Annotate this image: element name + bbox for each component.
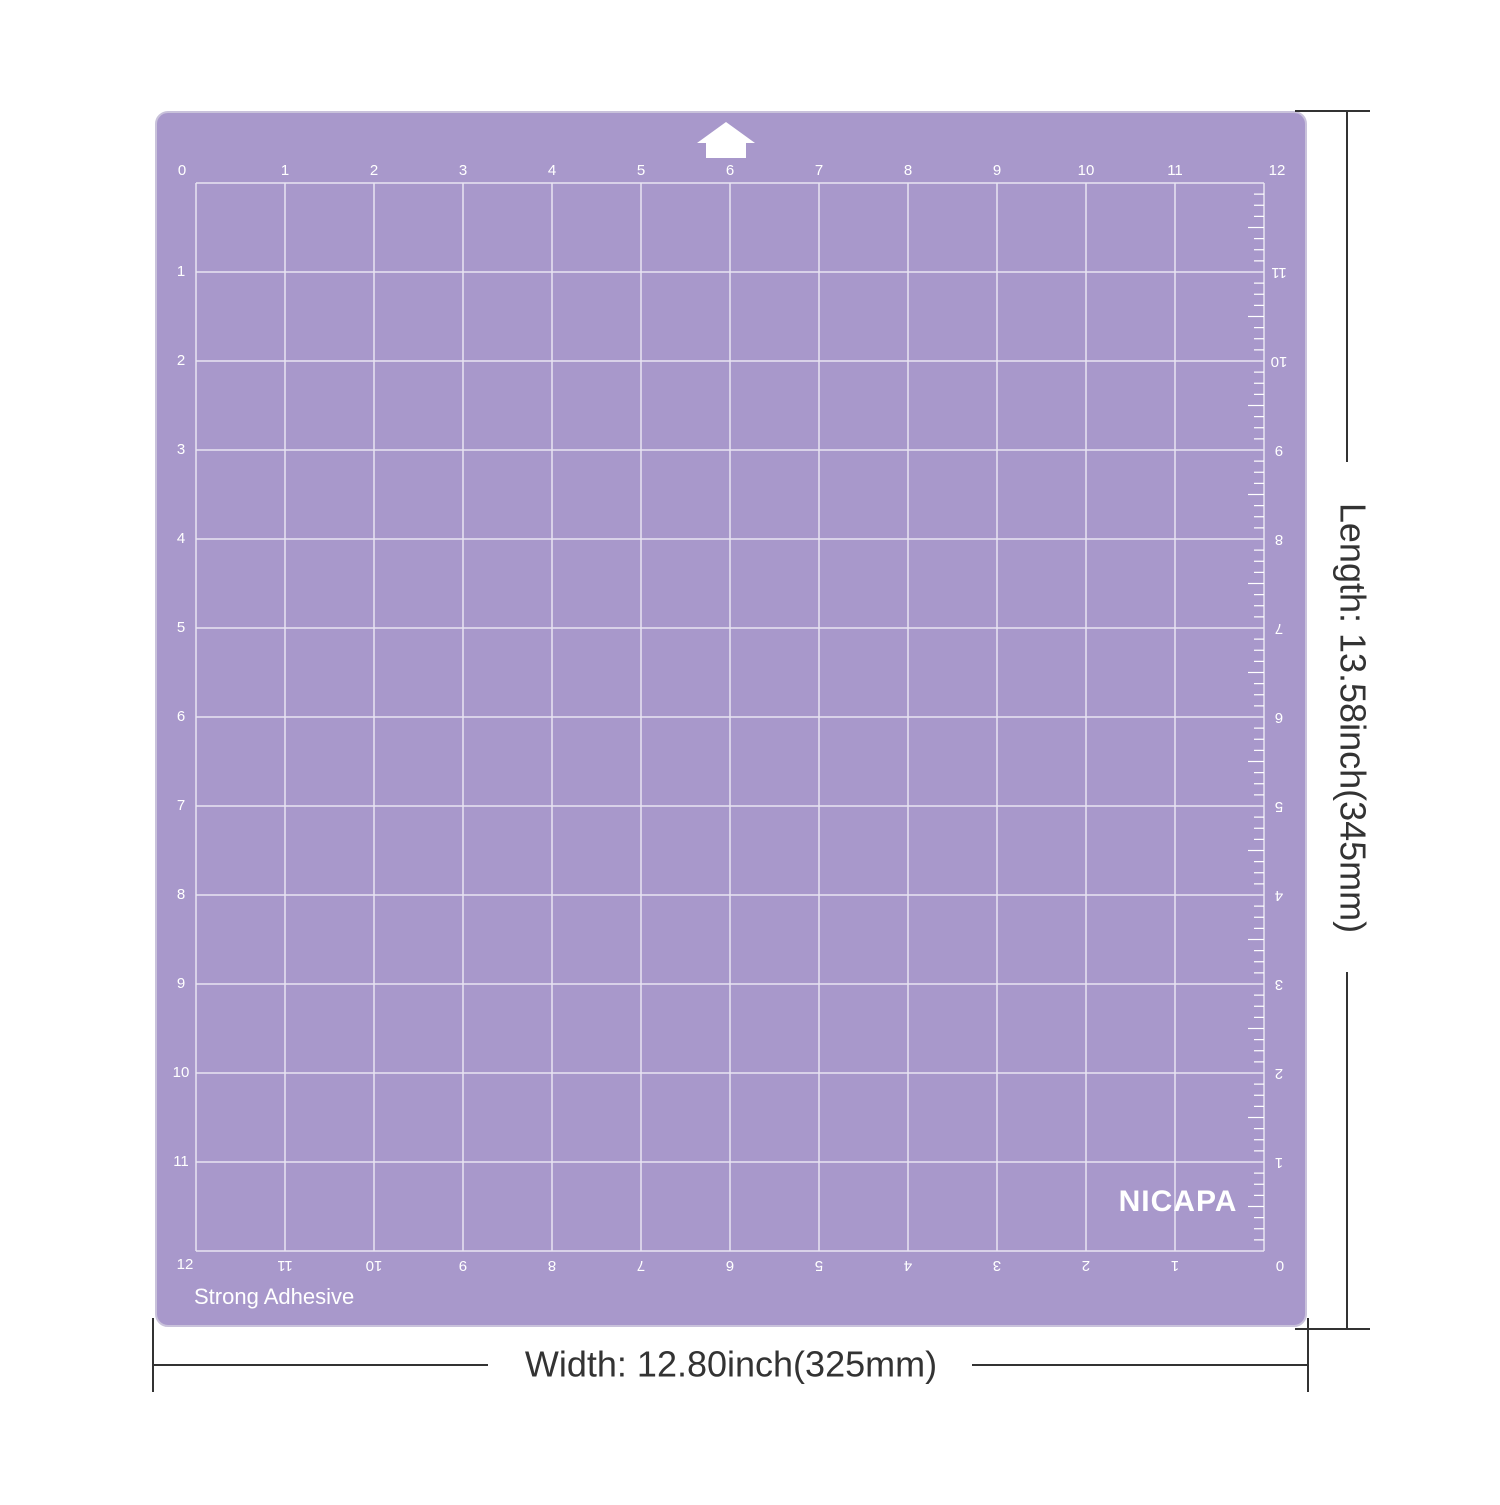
scale-label: 1 <box>281 162 289 179</box>
scale-label: 1 <box>1171 1257 1179 1274</box>
scale-label: 0 <box>178 162 186 179</box>
scale-label: 1 <box>177 263 185 280</box>
scale-label: 11 <box>1271 264 1287 281</box>
scale-label: 9 <box>459 1257 467 1274</box>
scale-label: 10 <box>1078 162 1095 179</box>
scale-label: 6 <box>726 162 734 179</box>
scale-label: 11 <box>1167 162 1183 179</box>
scale-label: 4 <box>1275 887 1283 904</box>
scale-label: 9 <box>993 162 1001 179</box>
scale-label: 2 <box>1082 1257 1090 1274</box>
scale-label: 3 <box>459 162 467 179</box>
scale-label: 3 <box>1275 976 1283 993</box>
scale-label: 10 <box>366 1257 383 1274</box>
scale-label: 2 <box>177 352 185 369</box>
scale-label: 8 <box>177 886 185 903</box>
scale-label: 4 <box>548 162 556 179</box>
scale-label: 0 <box>1276 1257 1284 1274</box>
scale-label: 4 <box>177 530 185 547</box>
length-label: Length: 13.58inch(345mm) <box>1332 503 1373 933</box>
scale-label: 11 <box>173 1153 189 1170</box>
scale-label: 7 <box>177 797 185 814</box>
scale-label: 5 <box>815 1257 823 1274</box>
scale-label: 8 <box>548 1257 556 1274</box>
scale-label: 6 <box>1275 709 1283 726</box>
scale-label: 2 <box>1275 1065 1283 1082</box>
scale-label: 2 <box>370 162 378 179</box>
scale-label: 9 <box>177 975 185 992</box>
scale-label: 12 <box>1269 162 1286 179</box>
scale-label: 10 <box>173 1064 190 1081</box>
brand: NICAPA <box>1119 1185 1238 1218</box>
scale-label: 5 <box>637 162 645 179</box>
scale-label: 7 <box>637 1257 645 1274</box>
width-label: Width: 12.80inch(325mm) <box>525 1344 937 1385</box>
scale-label: 10 <box>1271 353 1288 370</box>
scale-label: 7 <box>1275 620 1283 637</box>
grid <box>195 182 1265 1252</box>
dimension-lines <box>152 110 1370 1392</box>
scale-label: 5 <box>1275 798 1283 815</box>
scale-label: 3 <box>993 1257 1001 1274</box>
scale-label: 5 <box>177 619 185 636</box>
scale-label: 7 <box>815 162 823 179</box>
feed-arrow <box>697 122 755 158</box>
scale-label: 11 <box>277 1257 293 1274</box>
scale-label: 3 <box>177 441 185 458</box>
scale-label: 4 <box>904 1257 912 1274</box>
scale-label: 8 <box>1275 531 1283 548</box>
scale-label: 8 <box>904 162 912 179</box>
mat <box>155 111 1307 1327</box>
scale-label: 1 <box>1275 1154 1283 1171</box>
scale-label: 6 <box>177 708 185 725</box>
scale-label: 6 <box>726 1257 734 1274</box>
scale-label: 9 <box>1275 442 1283 459</box>
note: Strong Adhesive <box>194 1284 354 1309</box>
scale-label: 12 <box>177 1256 194 1273</box>
